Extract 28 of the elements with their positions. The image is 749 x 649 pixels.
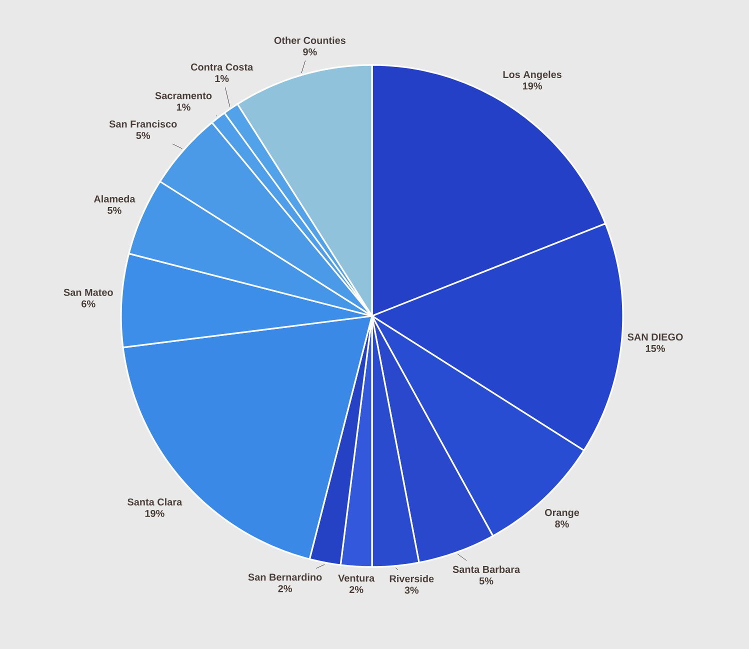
- data-label: 6%: [82, 300, 96, 308]
- data-label: 19%: [145, 510, 164, 517]
- data-label: 1%: [176, 104, 190, 111]
- data-label: 9%: [303, 48, 317, 56]
- data-label: 15%: [646, 344, 665, 352]
- data-label: 8%: [555, 520, 569, 528]
- slice-label: Ventura: [338, 574, 375, 582]
- data-label: 5%: [108, 206, 122, 214]
- slice-label: Riverside: [390, 574, 434, 582]
- slice-label: Santa Barbara: [452, 566, 520, 573]
- slice-label: San Mateo: [64, 288, 113, 296]
- slice-label: Sacramento: [155, 92, 212, 100]
- slice-label: Alameda: [94, 195, 136, 202]
- data-label: 3%: [404, 586, 419, 594]
- data-label: 2%: [278, 585, 292, 592]
- data-label: 1%: [215, 75, 229, 82]
- slice-label: Orange: [544, 509, 580, 518]
- slice-label: Other Counties: [274, 36, 346, 44]
- data-label: 2%: [349, 586, 364, 594]
- slice-label: San Bernardino: [248, 573, 322, 581]
- data-label: 5%: [136, 132, 150, 140]
- data-label: 5%: [479, 577, 494, 584]
- data-label: 19%: [522, 82, 542, 90]
- slice-label: San Francisco: [109, 120, 177, 128]
- slice-label: SAN DIEGO: [628, 334, 683, 341]
- slice-label: Los Angeles: [503, 70, 562, 80]
- slice-label: Contra Costa: [190, 64, 254, 71]
- slice-label: Santa Clara: [128, 498, 182, 506]
